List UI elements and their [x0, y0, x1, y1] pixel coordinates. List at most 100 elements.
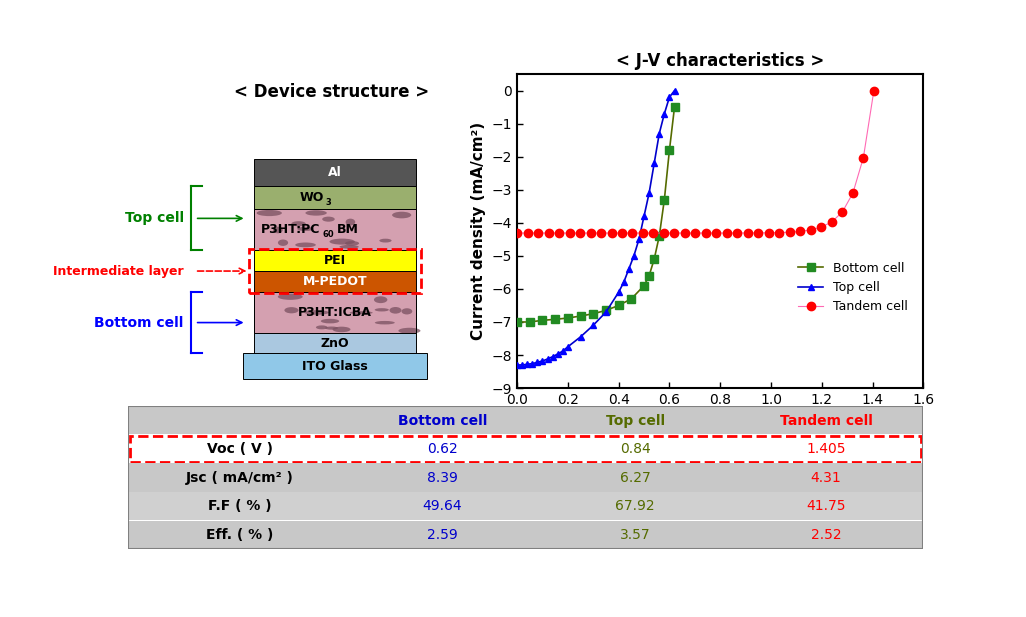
Ellipse shape: [350, 311, 372, 314]
Bar: [128, 463, 923, 492]
Ellipse shape: [392, 212, 411, 218]
Text: Intermediate layer: Intermediate layer: [53, 265, 184, 278]
Top cell: [668, 87, 680, 94]
Text: WO: WO: [300, 191, 324, 204]
Tandem cell: [689, 230, 702, 237]
Bar: [253, 333, 417, 354]
Ellipse shape: [380, 239, 392, 242]
Line: Tandem cell: Tandem cell: [513, 86, 878, 237]
Top cell: [542, 355, 554, 363]
Ellipse shape: [278, 294, 303, 300]
Top cell: [600, 308, 613, 316]
Line: Top cell: Top cell: [514, 87, 678, 368]
Text: M-PEDOT: M-PEDOT: [303, 275, 367, 288]
Ellipse shape: [291, 221, 306, 226]
Ellipse shape: [316, 325, 327, 329]
Tandem cell: [784, 228, 796, 236]
Bottom cell: [648, 255, 661, 263]
Bar: [253, 271, 417, 292]
Tandem cell: [553, 230, 565, 237]
Ellipse shape: [340, 245, 359, 249]
Ellipse shape: [321, 319, 340, 323]
Text: 0.84: 0.84: [620, 442, 650, 456]
Top cell: [654, 130, 666, 137]
Tandem cell: [605, 230, 618, 237]
Top cell: [561, 343, 574, 350]
Ellipse shape: [374, 321, 395, 325]
Bottom cell: [600, 307, 613, 314]
Bar: [130, 436, 921, 462]
Ellipse shape: [390, 307, 401, 313]
Text: 0.62: 0.62: [427, 442, 458, 456]
Ellipse shape: [398, 328, 421, 334]
Top cell: [587, 321, 599, 329]
Top cell: [531, 358, 544, 366]
Top cell: [575, 333, 587, 341]
Tandem cell: [585, 230, 597, 237]
Bar: [253, 209, 417, 251]
Bottom cell: [668, 104, 680, 111]
Bottom cell: [537, 317, 549, 324]
Bottom cell: [643, 272, 656, 280]
Text: Bottom cell: Bottom cell: [94, 315, 184, 329]
Ellipse shape: [325, 326, 339, 329]
Top cell: [638, 212, 650, 220]
Ellipse shape: [374, 308, 389, 312]
Tandem cell: [752, 230, 764, 237]
Top cell: [648, 160, 661, 167]
Bottom cell: [659, 196, 671, 204]
Ellipse shape: [373, 296, 388, 303]
Tandem cell: [826, 218, 838, 226]
Tandem cell: [668, 230, 680, 237]
Tandem cell: [762, 229, 775, 236]
Tandem cell: [804, 226, 817, 234]
Tandem cell: [511, 230, 523, 237]
Text: 1.405: 1.405: [806, 442, 845, 456]
Line: Bottom cell: Bottom cell: [513, 103, 678, 326]
Text: 8.39: 8.39: [427, 471, 458, 485]
X-axis label: Voltage (V): Voltage (V): [672, 413, 768, 428]
Tandem cell: [595, 230, 607, 237]
Text: 60: 60: [322, 230, 333, 239]
Bottom cell: [511, 318, 523, 326]
Ellipse shape: [284, 307, 299, 313]
Ellipse shape: [329, 239, 355, 245]
Top cell: [537, 357, 549, 365]
Top cell: [633, 236, 645, 243]
Text: Voc ( V ): Voc ( V ): [206, 442, 273, 456]
Top cell: [613, 289, 625, 296]
Bar: [253, 251, 417, 271]
Text: 3.57: 3.57: [620, 528, 650, 542]
Bar: [128, 492, 923, 521]
Top cell: [623, 265, 635, 273]
Ellipse shape: [401, 308, 412, 315]
Tandem cell: [742, 230, 754, 237]
Ellipse shape: [256, 210, 282, 216]
Bar: [253, 186, 417, 209]
Tandem cell: [679, 230, 692, 237]
Bottom cell: [625, 295, 637, 302]
Ellipse shape: [346, 218, 355, 225]
Tandem cell: [574, 230, 586, 237]
Ellipse shape: [295, 242, 316, 247]
Tandem cell: [774, 229, 786, 236]
Top cell: [511, 362, 523, 369]
Bottom cell: [561, 314, 574, 321]
Ellipse shape: [345, 241, 359, 246]
Tandem cell: [710, 230, 722, 237]
Bottom cell: [663, 146, 675, 154]
Bottom cell: [638, 282, 650, 289]
Text: 49.64: 49.64: [423, 499, 462, 513]
Top cell: [516, 362, 528, 369]
Text: Bottom cell: Bottom cell: [398, 413, 487, 428]
Text: ZnO: ZnO: [321, 337, 350, 350]
Text: 4.31: 4.31: [811, 471, 841, 485]
Text: 41.75: 41.75: [806, 499, 845, 513]
Tandem cell: [721, 230, 734, 237]
Tandem cell: [700, 230, 712, 237]
Text: P3HT:PC: P3HT:PC: [261, 223, 320, 236]
Top cell: [521, 360, 534, 368]
Bottom cell: [654, 233, 666, 240]
Ellipse shape: [273, 226, 283, 233]
Tandem cell: [858, 154, 870, 161]
